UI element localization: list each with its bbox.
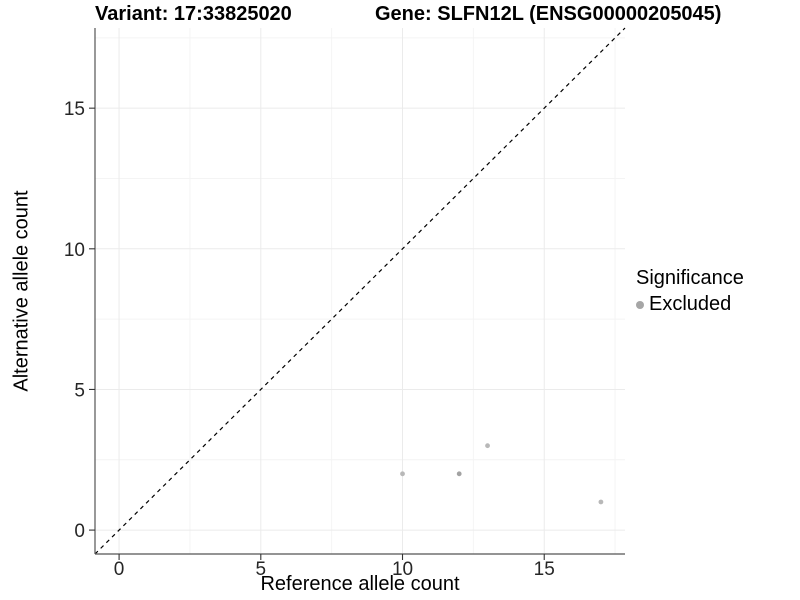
data-point <box>400 471 405 477</box>
x-tick-label: 10 <box>392 559 413 580</box>
y-tick-label: 10 <box>64 240 85 261</box>
legend-key-dot <box>636 300 644 309</box>
x-tick-label: 0 <box>114 559 125 580</box>
y-axis-title: Alternative allele count <box>10 190 33 392</box>
plot-title-variant: Variant: 17:33825020 <box>95 3 292 25</box>
legend-entry-label: Excluded <box>649 293 732 315</box>
x-tick-label: 15 <box>534 559 555 580</box>
y-tick-label: 0 <box>74 521 85 542</box>
plot-title-gene: Gene: SLFN12L (ENSG00000205045) <box>375 3 722 25</box>
data-point <box>456 471 462 477</box>
legend: Significance Excluded <box>636 267 744 316</box>
y-tick-label: 5 <box>74 380 85 401</box>
legend-entry-excluded: Excluded <box>636 293 744 316</box>
identity-line <box>94 27 626 555</box>
data-point <box>598 499 604 505</box>
x-axis-title: Reference allele count <box>260 573 460 595</box>
y-tick-label: 15 <box>64 99 85 120</box>
data-point <box>485 443 490 449</box>
legend-title: Significance <box>636 267 744 289</box>
x-tick-label: 5 <box>256 559 267 580</box>
